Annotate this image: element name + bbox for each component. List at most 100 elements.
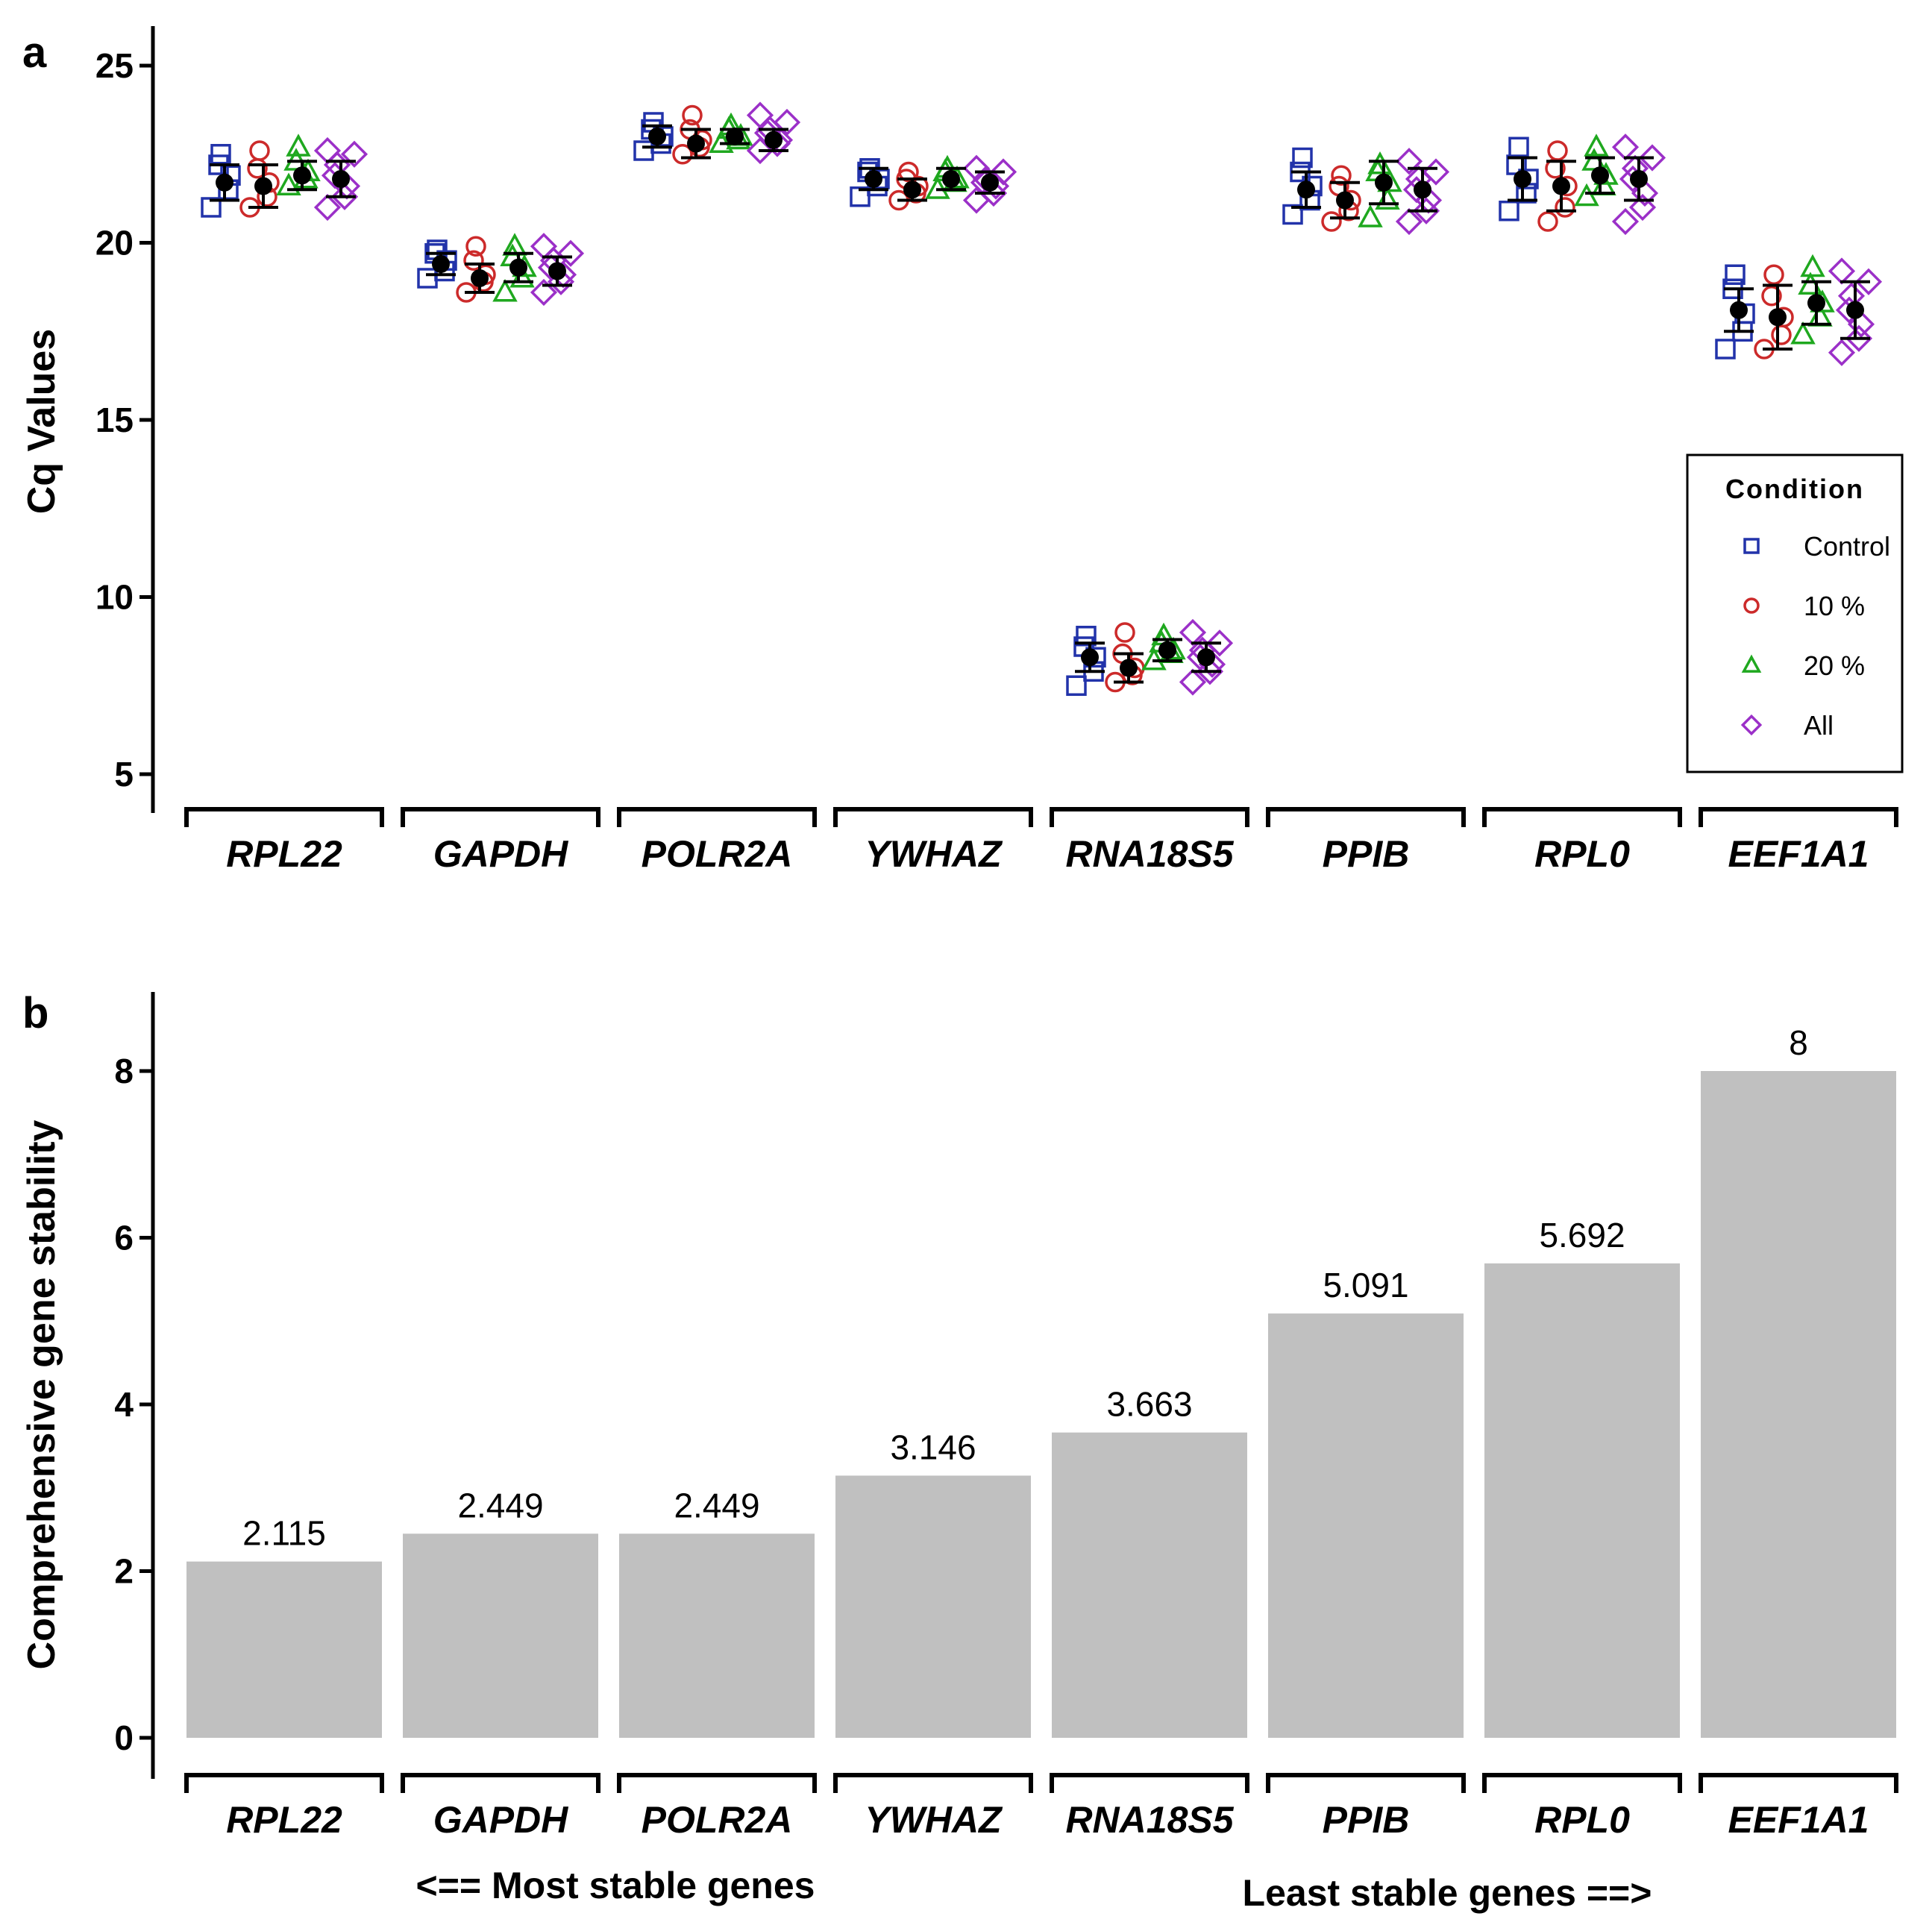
mean-point-rna18s5-20	[1158, 641, 1176, 659]
point-rpl22-control-0	[201, 197, 222, 218]
panel-b-y-axis: 0 2 4 6 8	[114, 992, 155, 1779]
panel-a-category-bracket-ppib	[1266, 807, 1466, 827]
legend-label-control: Control	[1804, 531, 1890, 562]
point-polr2a-all-5	[773, 108, 801, 136]
point-gapdh-all-0	[530, 278, 558, 307]
panel-b-ylabel: Comprehensive gene stability	[20, 1120, 63, 1669]
panel-b-x-axis: RPL22 GAPDH POLR2A YWHAZ RNA18S5 PPIB RPL0 EEF1…	[184, 1773, 1898, 1841]
panel-b-category-label-ywhaz: YWHAZ	[865, 1799, 1003, 1841]
point-rpl0-20-4	[1584, 134, 1609, 157]
point-gapdh-20-0	[492, 278, 518, 302]
point-rna18s5-all-5	[1205, 629, 1234, 657]
point-gapdh-10-3	[463, 250, 484, 271]
point-rpl22-all-6	[313, 136, 342, 165]
mean-point-polr2a-all	[765, 131, 782, 149]
point-eef1a1-20-0	[1790, 321, 1816, 345]
point-ppib-10-0	[1321, 211, 1342, 232]
panel-b-category-label-gapdh: GAPDH	[433, 1799, 568, 1841]
panel-a-category-bracket-rpl0	[1482, 807, 1682, 827]
mean-point-rpl0-control	[1514, 170, 1531, 188]
point-ppib-20-1	[1375, 186, 1400, 210]
point-rpl22-20-4	[286, 134, 311, 157]
panel-a-category-label-polr2a: POLR2A	[642, 833, 793, 875]
mean-point-rpl22-all	[332, 170, 350, 188]
point-rna18s5-10-4	[1114, 622, 1135, 643]
panel-b-label: b	[22, 989, 48, 1037]
panel-a-category-label-rpl22: RPL22	[226, 833, 342, 875]
panel-b-category-bracket-polr2a	[617, 1773, 817, 1793]
point-rpl22-control-4	[210, 144, 231, 165]
panel-b-category-bracket-rna18s5	[1050, 1773, 1249, 1793]
panel-b-category-label-rpl22: RPL22	[226, 1799, 342, 1841]
point-ppib-10-4	[1331, 165, 1352, 186]
mean-point-rpl22-10	[254, 177, 272, 195]
mean-point-rpl0-10	[1552, 177, 1570, 195]
panel-b-category-label-ppib: PPIB	[1323, 1799, 1410, 1841]
point-ywhaz-10-4	[898, 161, 919, 183]
mean-point-gapdh-20	[509, 258, 527, 277]
panel-a-category-label-ppib: PPIB	[1323, 833, 1410, 875]
point-rpl0-all-2	[1631, 179, 1659, 207]
point-rpl0-control-4	[1508, 136, 1529, 157]
panel-a-ytick-label-10: 10	[95, 578, 134, 617]
point-ywhaz-all-5	[989, 158, 1017, 186]
point-eef1a1-10-3	[1761, 286, 1782, 307]
least-stable-annotation: Least stable genes ==>	[1243, 1872, 1652, 1914]
mean-point-eef1a1-20	[1807, 294, 1825, 313]
point-eef1a1-all-1	[1845, 324, 1873, 352]
panel-a-y-axis: 5 10 15 20 25	[95, 26, 155, 813]
panel-b-ytick-label-4: 4	[114, 1385, 134, 1424]
mean-point-rna18s5-all	[1197, 648, 1215, 667]
panel-a-category-bracket-eef1a1	[1699, 807, 1898, 827]
mean-point-gapdh-all	[548, 262, 566, 280]
bar-rpl0	[1484, 1263, 1680, 1738]
bar-gapdh	[403, 1533, 598, 1738]
point-eef1a1-all-0	[1828, 339, 1856, 366]
panel-b-category-bracket-ywhaz	[833, 1773, 1033, 1793]
panel-b-category-bracket-ppib	[1266, 1773, 1466, 1793]
most-stable-annotation: <== Most stable genes	[416, 1865, 815, 1906]
legend-marker-control	[1743, 538, 1760, 554]
mean-point-ywhaz-all	[981, 173, 999, 192]
mean-point-ywhaz-control	[865, 170, 882, 188]
panel-a-category-label-gapdh: GAPDH	[433, 833, 568, 875]
mean-point-polr2a-20	[726, 128, 744, 145]
bar-value-label-ywhaz: 3.146	[890, 1428, 976, 1466]
point-eef1a1-all-2	[1847, 310, 1875, 338]
point-polr2a-10-0	[672, 144, 693, 165]
panel-b-category-bracket-rpl0	[1482, 1773, 1682, 1793]
mean-point-ywhaz-20	[942, 170, 960, 188]
mean-point-ppib-all	[1414, 180, 1431, 199]
panel-a-points	[201, 101, 1883, 696]
point-rpl0-10-1	[1555, 197, 1575, 218]
mean-point-eef1a1-control	[1730, 301, 1748, 319]
point-gapdh-10-4	[465, 236, 486, 257]
bar-rpl22	[186, 1561, 382, 1738]
panel-a-label: a	[22, 28, 47, 77]
panel-a-category-bracket-rna18s5	[1050, 807, 1249, 827]
panel-a: a Cq Values 5 10 15 20 25 RPL22 GAPDH POLR2A YW…	[20, 26, 1904, 875]
point-rpl0-all-1	[1628, 193, 1657, 222]
point-eef1a1-10-1	[1771, 324, 1792, 345]
panel-b-category-label-rna18s5: RNA18S5	[1065, 1799, 1234, 1841]
bar-value-label-rna18s5: 3.663	[1106, 1385, 1192, 1424]
panel-a-ytick-label-5: 5	[114, 755, 134, 794]
point-polr2a-10-4	[682, 104, 703, 126]
mean-point-ppib-control	[1297, 180, 1315, 199]
bar-ppib	[1268, 1313, 1464, 1738]
point-rpl0-10-0	[1537, 211, 1558, 232]
panel-b-category-bracket-rpl22	[184, 1773, 384, 1793]
point-ppib-all-0	[1395, 207, 1423, 236]
legend-marker-20	[1741, 654, 1762, 673]
bar-eef1a1	[1701, 1071, 1896, 1738]
point-rna18s5-control-4	[1076, 626, 1097, 647]
point-gapdh-all-6	[530, 233, 558, 260]
point-eef1a1-control-0	[1715, 339, 1736, 359]
legend-label-20: 20 %	[1804, 650, 1865, 681]
panel-a-ytick-label-15: 15	[95, 401, 134, 439]
mean-point-rna18s5-control	[1081, 648, 1099, 667]
panel-b-ytick-label-2: 2	[114, 1552, 134, 1591]
mean-point-eef1a1-10	[1769, 308, 1787, 327]
point-rpl22-20-0	[276, 172, 301, 196]
